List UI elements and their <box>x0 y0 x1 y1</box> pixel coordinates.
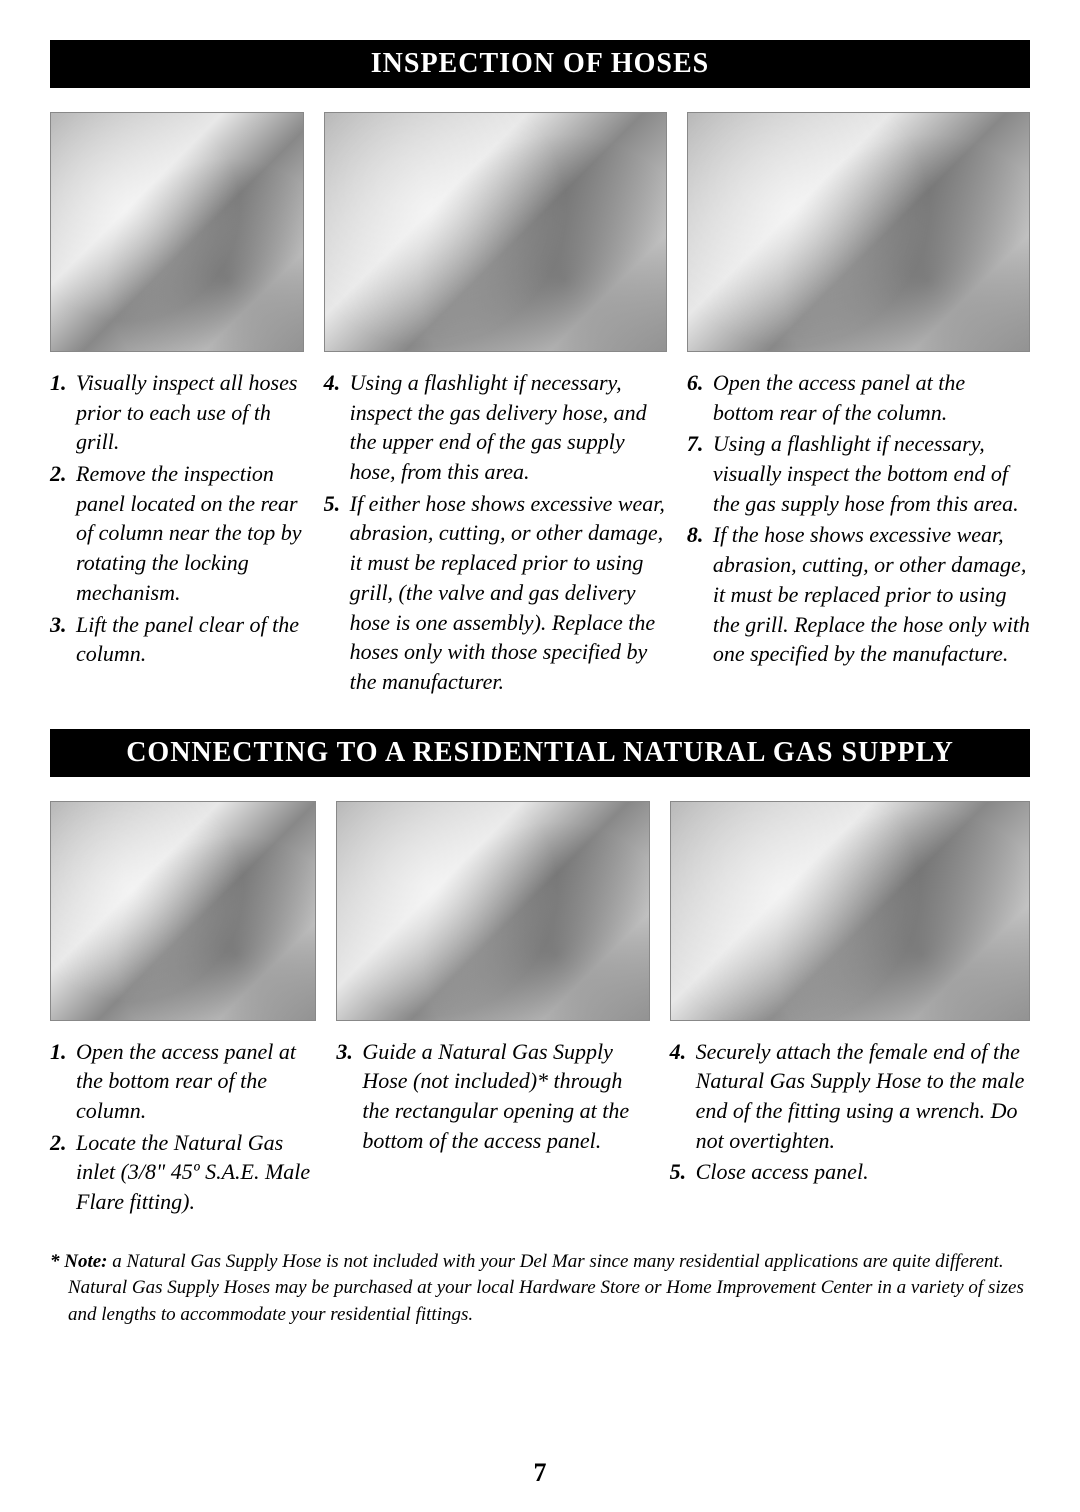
step-text: Visually inspect all hoses prior to each… <box>76 368 304 457</box>
step-num: 2. <box>50 1128 76 1217</box>
step: 3.Lift the panel clear of the column. <box>50 610 304 669</box>
section2-image3 <box>670 801 1030 1021</box>
section1-image2 <box>324 112 667 352</box>
step-num: 5. <box>670 1157 696 1187</box>
section2-header: CONNECTING TO A RESIDENTIAL NATURAL GAS … <box>50 729 1030 777</box>
section1-col1-steps: 1.Visually inspect all hoses prior to ea… <box>50 368 304 669</box>
step-num: 4. <box>324 368 350 487</box>
footnote: * Note: a Natural Gas Supply Hose is not… <box>50 1249 1030 1329</box>
section2-columns: 1.Open the access panel at the bottom re… <box>50 801 1030 1219</box>
section2-col2: 3.Guide a Natural Gas Supply Hose (not i… <box>336 801 649 1219</box>
step: 1.Visually inspect all hoses prior to ea… <box>50 368 304 457</box>
step-num: 8. <box>687 520 713 668</box>
section1-image1 <box>50 112 304 352</box>
step: 7.Using a flashlight if necessary, visua… <box>687 429 1030 518</box>
step-num: 2. <box>50 459 76 607</box>
footnote-text: a Natural Gas Supply Hose is not include… <box>68 1251 1024 1325</box>
step-text: Guide a Natural Gas Supply Hose (not inc… <box>362 1037 649 1156</box>
step: 2.Remove the inspection panel located on… <box>50 459 304 607</box>
section1-col3-steps: 6.Open the access panel at the bottom re… <box>687 368 1030 669</box>
step-text: If the hose shows excessive wear, abrasi… <box>713 520 1030 668</box>
section1-col3: 6.Open the access panel at the bottom re… <box>687 112 1030 699</box>
step-num: 1. <box>50 1037 76 1126</box>
section1-image3 <box>687 112 1030 352</box>
step-text: Lift the panel clear of the column. <box>76 610 304 669</box>
page-number: 7 <box>0 1458 1080 1488</box>
step-text: Securely attach the female end of the Na… <box>696 1037 1030 1156</box>
section1-col1: 1.Visually inspect all hoses prior to ea… <box>50 112 304 699</box>
step-text: Open the access panel at the bottom rear… <box>713 368 1030 427</box>
step-text: Locate the Natural Gas inlet (3/8" 45º S… <box>76 1128 316 1217</box>
step-num: 3. <box>50 610 76 669</box>
step-text: If either hose shows excessive wear, abr… <box>350 489 667 697</box>
step-text: Using a flashlight if necessary, inspect… <box>350 368 667 487</box>
step-num: 6. <box>687 368 713 427</box>
step-num: 4. <box>670 1037 696 1156</box>
step: 5.If either hose shows excessive wear, a… <box>324 489 667 697</box>
section2-image1 <box>50 801 316 1021</box>
footnote-label: * Note: <box>50 1251 112 1272</box>
step-text: Close access panel. <box>696 1157 1030 1187</box>
section1-header: INSPECTION OF HOSES <box>50 40 1030 88</box>
step: 6.Open the access panel at the bottom re… <box>687 368 1030 427</box>
section1-col2: 4.Using a flashlight if necessary, inspe… <box>324 112 667 699</box>
step-num: 7. <box>687 429 713 518</box>
step: 4.Securely attach the female end of the … <box>670 1037 1030 1156</box>
section2-col1: 1.Open the access panel at the bottom re… <box>50 801 316 1219</box>
step: 2.Locate the Natural Gas inlet (3/8" 45º… <box>50 1128 316 1217</box>
step-num: 1. <box>50 368 76 457</box>
step-text: Open the access panel at the bottom rear… <box>76 1037 316 1126</box>
step: 4.Using a flashlight if necessary, inspe… <box>324 368 667 487</box>
section2-col3: 4.Securely attach the female end of the … <box>670 801 1030 1219</box>
step-num: 5. <box>324 489 350 697</box>
step: 3.Guide a Natural Gas Supply Hose (not i… <box>336 1037 649 1156</box>
section2-col3-steps: 4.Securely attach the female end of the … <box>670 1037 1030 1187</box>
section2-col1-steps: 1.Open the access panel at the bottom re… <box>50 1037 316 1217</box>
step-num: 3. <box>336 1037 362 1156</box>
section2-col2-steps: 3.Guide a Natural Gas Supply Hose (not i… <box>336 1037 649 1156</box>
section1-columns: 1.Visually inspect all hoses prior to ea… <box>50 112 1030 699</box>
step-text: Using a flashlight if necessary, visuall… <box>713 429 1030 518</box>
section1-col2-steps: 4.Using a flashlight if necessary, inspe… <box>324 368 667 697</box>
step: 5.Close access panel. <box>670 1157 1030 1187</box>
step: 8.If the hose shows excessive wear, abra… <box>687 520 1030 668</box>
step: 1.Open the access panel at the bottom re… <box>50 1037 316 1126</box>
section2-image2 <box>336 801 649 1021</box>
step-text: Remove the inspection panel located on t… <box>76 459 304 607</box>
